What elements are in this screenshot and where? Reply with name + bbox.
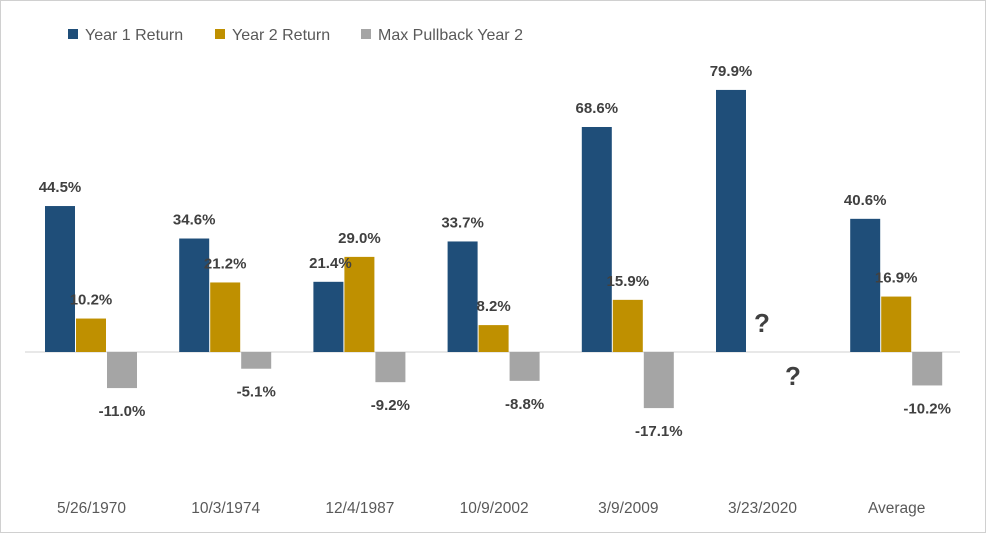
data-label-max-pullback-year-2-average: -10.2%: [903, 400, 951, 417]
bar-max-pullback-year-2-5-26-1970: [107, 352, 137, 389]
bar-max-pullback-year-2-3-9-2009: [643, 352, 674, 409]
data-label-year-1-return-3-23-2020: 79.9%: [710, 63, 753, 80]
bar-year-2-return-12-4-1987: [344, 256, 375, 352]
data-label-year-2-return-12-4-1987: 29.0%: [338, 230, 381, 247]
bar-max-pullback-year-2-average: [912, 352, 943, 386]
bar-max-pullback-year-2-12-4-1987: [375, 352, 406, 383]
legend-swatch-year-2-return: [215, 29, 225, 39]
bar-year-2-return-10-9-2002: [478, 325, 509, 352]
data-label-year-1-return-5-26-1970: 44.5%: [39, 179, 82, 196]
bar-max-pullback-year-2-10-9-2002: [509, 352, 540, 381]
unknown-year-2-return-3-23-2020: ?: [754, 308, 770, 338]
legend-label-year-2-return: Year 2 Return: [232, 27, 330, 44]
category-label-3-9-2009: 3/9/2009: [598, 500, 658, 517]
data-label-year-2-return-10-9-2002: 8.2%: [476, 298, 510, 315]
bar-year-1-return-average: [850, 218, 881, 352]
data-label-max-pullback-year-2-10-9-2002: -8.8%: [505, 396, 544, 413]
category-label-12-4-1987: 12/4/1987: [325, 500, 394, 517]
bar-year-1-return-5-26-1970: [45, 206, 75, 352]
bar-year-2-return-3-9-2009: [612, 299, 643, 352]
category-labels: 5/26/1970 10/3/1974 12/4/1987 10/9/2002 3/9/…: [57, 500, 925, 517]
category-label-5-26-1970: 5/26/1970: [57, 500, 126, 517]
bar-year-2-return-5-26-1970: [76, 318, 106, 352]
data-label-year-1-return-10-3-1974: 34.6%: [173, 212, 216, 229]
data-labels: 44.5% 10.2% -11.0% 34.6% 21.2% -5.1% 21.4% 29.0…: [39, 63, 951, 440]
bar-year-1-return-3-23-2020: [716, 89, 746, 352]
legend-label-max-pullback-year-2: Max Pullback Year 2: [378, 27, 523, 44]
data-label-max-pullback-year-2-10-3-1974: -5.1%: [237, 384, 276, 401]
data-label-year-2-return-average: 16.9%: [875, 270, 918, 287]
legend: Year 1 Return Year 2 Return Max Pullback Y…: [68, 27, 523, 44]
bar-year-1-return-10-3-1974: [179, 238, 210, 352]
bar-max-pullback-year-2-10-3-1974: [241, 352, 272, 369]
data-label-max-pullback-year-2-12-4-1987: -9.2%: [371, 397, 410, 414]
data-label-max-pullback-year-2-3-9-2009: -17.1%: [635, 423, 683, 440]
bar-year-1-return-12-4-1987: [313, 281, 344, 352]
data-label-year-1-return-3-9-2009: 68.6%: [576, 100, 619, 117]
bar-year-1-return-10-9-2002: [447, 241, 478, 352]
legend-label-year-1-return: Year 1 Return: [85, 27, 183, 44]
legend-swatch-max-pullback-year-2: [361, 29, 371, 39]
category-label-10-9-2002: 10/9/2002: [460, 500, 529, 517]
data-label-year-1-return-10-9-2002: 33.7%: [441, 214, 484, 231]
data-label-year-2-return-3-9-2009: 15.9%: [607, 273, 650, 290]
bar-year-2-return-average: [881, 296, 912, 352]
data-label-year-1-return-average: 40.6%: [844, 192, 887, 209]
unknown-max-pullback-year-2-3-23-2020: ?: [785, 361, 801, 391]
data-label-year-2-return-10-3-1974: 21.2%: [204, 255, 247, 272]
category-label-average: Average: [868, 500, 925, 517]
bar-year-2-return-10-3-1974: [210, 282, 241, 352]
bars: [45, 89, 943, 409]
category-label-3-23-2020: 3/23/2020: [728, 500, 797, 517]
data-label-max-pullback-year-2-5-26-1970: -11.0%: [99, 403, 146, 420]
legend-swatch-year-1-return: [68, 29, 78, 39]
data-label-year-2-return-5-26-1970: 10.2%: [70, 292, 113, 309]
category-label-10-3-1974: 10/3/1974: [191, 500, 260, 517]
data-label-year-1-return-12-4-1987: 21.4%: [309, 255, 352, 272]
bar-year-1-return-3-9-2009: [581, 126, 612, 352]
